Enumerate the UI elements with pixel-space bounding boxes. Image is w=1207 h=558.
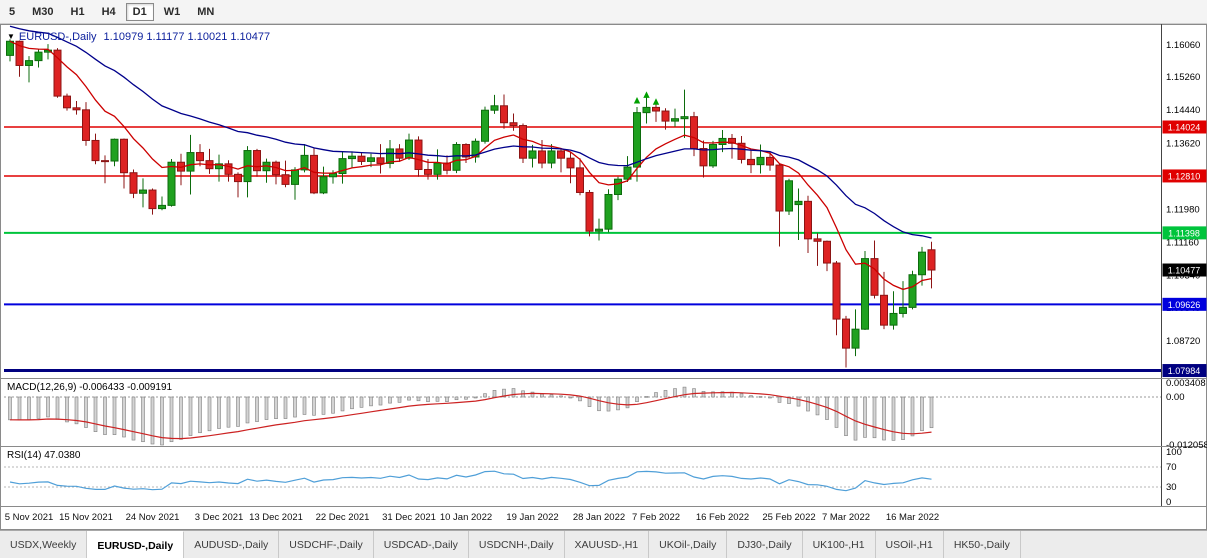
chart-tab-usdchf-daily[interactable]: USDCHF-,Daily <box>279 531 374 558</box>
macd-indicator-label: MACD(12,26,9) -0.006433 -0.009191 <box>7 382 173 393</box>
svg-text:25 Feb 2022: 25 Feb 2022 <box>762 512 815 523</box>
chart-tab-dj30-daily[interactable]: DJ30-,Daily <box>727 531 803 558</box>
svg-text:0.003408: 0.003408 <box>1166 378 1206 389</box>
svg-text:1.12810: 1.12810 <box>1168 171 1201 181</box>
chart-dropdown-icon[interactable]: ▼ <box>7 32 15 41</box>
svg-text:30: 30 <box>1166 482 1177 493</box>
timeframe-button-h1[interactable]: H1 <box>70 5 85 18</box>
svg-text:1.15260: 1.15260 <box>1166 72 1200 83</box>
svg-text:16 Feb 2022: 16 Feb 2022 <box>696 512 749 523</box>
levels-layer <box>4 126 1161 373</box>
candles-layer <box>6 39 936 368</box>
svg-text:1.14024: 1.14024 <box>1168 122 1201 132</box>
timeframe-button-w1[interactable]: W1 <box>163 5 181 18</box>
timeframe-button-d1[interactable]: D1 <box>125 2 154 21</box>
chart-tab-uk100-h1[interactable]: UK100-,H1 <box>802 531 876 558</box>
svg-text:100: 100 <box>1166 447 1182 458</box>
chart-tab-usdcad-daily[interactable]: USDCAD-,Daily <box>373 531 469 558</box>
chart-ohlc-values: 1.10979 1.11177 1.10021 1.10477 <box>103 31 271 43</box>
svg-text:5 Nov 2021: 5 Nov 2021 <box>5 512 54 523</box>
chart-tab-usoil-h1[interactable]: USOil-,H1 <box>875 531 944 558</box>
svg-text:70: 70 <box>1166 462 1177 473</box>
svg-text:7 Mar 2022: 7 Mar 2022 <box>822 512 870 523</box>
date-axis-layer: 5 Nov 2021 15 Nov 2021 24 Nov 2021 3 Dec 20… <box>5 512 939 523</box>
price-level-tag: 1.14024 <box>1162 120 1207 134</box>
chart-frame-layer <box>0 24 1207 530</box>
svg-text:1.13620: 1.13620 <box>1166 138 1200 149</box>
chart-tab-eurusd-daily[interactable]: EURUSD-,Daily <box>87 531 185 558</box>
price-level-tag: 1.11398 <box>1162 226 1207 240</box>
timeframe-button-mn[interactable]: MN <box>197 5 215 18</box>
rsi-layer: 100 70 30 0 <box>4 447 1182 508</box>
timeframe-button-5[interactable]: 5 <box>9 5 16 18</box>
svg-text:13 Dec 2021: 13 Dec 2021 <box>249 512 303 523</box>
svg-text:0.00: 0.00 <box>1166 392 1185 403</box>
svg-text:7 Feb 2022: 7 Feb 2022 <box>632 512 680 523</box>
svg-text:1.14440: 1.14440 <box>1166 105 1200 116</box>
price-level-tag: 1.10477 <box>1162 263 1207 277</box>
chart-tab-xauusd-h1[interactable]: XAUUSD-,H1 <box>564 531 650 558</box>
svg-text:24 Nov 2021: 24 Nov 2021 <box>126 512 180 523</box>
rsi-indicator-label: RSI(14) 47.0380 <box>7 450 81 461</box>
svg-text:10 Jan 2022: 10 Jan 2022 <box>440 512 492 523</box>
price-level-tag: 1.07984 <box>1162 364 1207 378</box>
chart-tabs-bar: USDX,Weekly EURUSD-,Daily AUDUSD-,Daily USD… <box>0 530 1207 558</box>
chart-symbol-label: EURUSD-,Daily <box>18 31 97 43</box>
svg-text:15 Nov 2021: 15 Nov 2021 <box>59 512 113 523</box>
timeframe-button-m30[interactable]: M30 <box>32 5 54 18</box>
svg-text:0: 0 <box>1166 497 1171 508</box>
chart-tab-usdcnh-daily[interactable]: USDCNH-,Daily <box>468 531 565 558</box>
chart-window[interactable]: 1.16060 1.15260 1.14440 1.13620 1.12810 1.119… <box>0 24 1207 530</box>
chart-tab-hk50-daily[interactable]: HK50-,Daily <box>943 531 1021 558</box>
chart-tab-ukoil-daily[interactable]: UKOil-,Daily <box>649 531 728 558</box>
trade-markers-layer <box>633 91 660 105</box>
svg-text:1.11160: 1.11160 <box>1166 237 1199 248</box>
svg-text:31 Dec 2021: 31 Dec 2021 <box>382 512 436 523</box>
timeframe-toolbar: 5 M30 H1 H4 D1 W1 MN <box>0 0 1207 24</box>
svg-text:1.08720: 1.08720 <box>1166 336 1200 347</box>
svg-text:22 Dec 2021: 22 Dec 2021 <box>316 512 370 523</box>
chart-tab-usdx-weekly[interactable]: USDX,Weekly <box>0 531 88 558</box>
svg-text:1.09626: 1.09626 <box>1168 300 1201 310</box>
svg-text:28 Jan 2022: 28 Jan 2022 <box>573 512 625 523</box>
price-level-tag: 1.09626 <box>1162 297 1207 311</box>
svg-text:16 Mar 2022: 16 Mar 2022 <box>886 512 939 523</box>
chart-canvas[interactable]: 1.16060 1.15260 1.14440 1.13620 1.12810 1.119… <box>0 24 1207 530</box>
svg-text:1.11398: 1.11398 <box>1168 228 1200 238</box>
svg-text:-0.012058: -0.012058 <box>1166 440 1207 451</box>
price-level-tag: 1.12810 <box>1162 169 1207 183</box>
moving-averages-layer <box>9 25 932 291</box>
price-axis-layer: 1.16060 1.15260 1.14440 1.13620 1.12810 1.119… <box>1166 40 1200 380</box>
svg-text:1.07984: 1.07984 <box>1168 366 1201 376</box>
timeframe-button-h4[interactable]: H4 <box>101 5 116 18</box>
macd-layer: 0.003408 0.00 -0.012058 <box>4 378 1207 451</box>
price-tags-layer: 1.14024 1.12810 1.11398 1.09626 1.07984 1.104… <box>1162 120 1207 378</box>
svg-text:19 Jan 2022: 19 Jan 2022 <box>506 512 558 523</box>
chart-tab-audusd-daily[interactable]: AUDUSD-,Daily <box>184 531 280 558</box>
svg-text:1.10477: 1.10477 <box>1168 266 1201 276</box>
svg-text:1.11980: 1.11980 <box>1166 204 1200 215</box>
svg-text:1.16060: 1.16060 <box>1166 40 1200 51</box>
chart-symbol-ohlc: ▼ EURUSD-,Daily 1.10979 1.11177 1.10021 1.… <box>7 31 270 43</box>
svg-text:3 Dec 2021: 3 Dec 2021 <box>195 512 244 523</box>
